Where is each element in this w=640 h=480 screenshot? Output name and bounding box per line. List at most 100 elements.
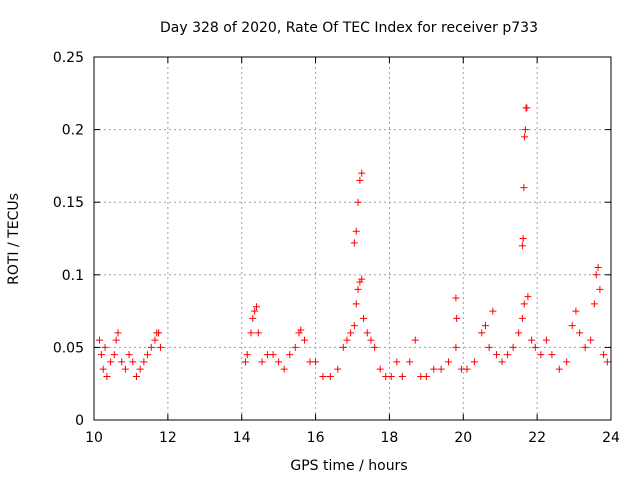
data-point — [576, 329, 584, 337]
data-point — [347, 329, 355, 337]
data-point — [542, 336, 550, 344]
data-point — [114, 329, 122, 337]
data-point — [363, 329, 371, 337]
data-point — [515, 329, 523, 337]
plot-frame — [93, 56, 612, 421]
data-point — [249, 314, 257, 322]
data-point — [275, 358, 283, 366]
data-point — [97, 351, 105, 359]
data-point — [498, 358, 506, 366]
data-point — [96, 336, 104, 344]
data-point — [398, 372, 406, 380]
data-point — [291, 343, 299, 351]
data-point — [350, 239, 358, 247]
data-point — [376, 365, 384, 373]
data-point — [592, 271, 600, 279]
data-point — [112, 336, 120, 344]
data-point — [151, 336, 159, 344]
data-point — [594, 264, 602, 272]
data-point — [524, 293, 532, 301]
data-point — [521, 126, 529, 134]
data-point — [297, 326, 305, 334]
data-point — [581, 343, 589, 351]
data-point — [252, 303, 260, 311]
y-tick-label: 0.05 — [53, 340, 84, 356]
data-point — [463, 365, 471, 373]
data-point — [504, 351, 512, 359]
data-point — [350, 322, 358, 330]
data-point — [254, 329, 262, 337]
data-point — [596, 285, 604, 293]
y-tick-label: 0.1 — [62, 268, 84, 284]
x-tick-label: 14 — [233, 430, 251, 446]
y-tick-label: 0.15 — [53, 195, 84, 211]
data-point — [406, 358, 414, 366]
data-point — [422, 372, 430, 380]
data-point — [118, 358, 126, 366]
data-point — [121, 365, 129, 373]
data-point — [430, 365, 438, 373]
data-point — [334, 365, 342, 373]
x-tick-label: 16 — [307, 430, 325, 446]
data-point — [339, 343, 347, 351]
data-point — [352, 300, 360, 308]
data-point — [125, 351, 133, 359]
data-point — [312, 358, 320, 366]
data-point — [572, 307, 580, 315]
data-point — [509, 343, 517, 351]
x-tick-label: 22 — [528, 430, 546, 446]
data-point — [129, 358, 137, 366]
data-point — [393, 358, 401, 366]
data-point — [140, 358, 148, 366]
chart-title: Day 328 of 2020, Rate Of TEC Index for r… — [160, 20, 538, 36]
data-point — [144, 351, 152, 359]
x-axis-label: GPS time / hours — [290, 458, 407, 474]
data-point — [354, 285, 362, 293]
data-point — [103, 372, 111, 380]
data-point — [518, 314, 526, 322]
data-point — [358, 275, 366, 283]
data-point — [452, 343, 460, 351]
x-tick-label: 24 — [602, 430, 620, 446]
data-point — [280, 365, 288, 373]
data-point — [107, 358, 115, 366]
x-tick-label: 20 — [454, 430, 472, 446]
data-point — [555, 365, 563, 373]
data-point — [352, 227, 360, 235]
data-point — [531, 343, 539, 351]
data-point — [590, 300, 598, 308]
data-point — [110, 351, 118, 359]
data-point — [520, 184, 528, 192]
data-point — [132, 372, 140, 380]
data-point — [485, 343, 493, 351]
points-layer — [96, 104, 611, 380]
ticks-layer: 10 12 14 16 18 20 22 24 0 0.05 0.1 0.15 0.2 0.25 — [53, 50, 620, 446]
data-point — [371, 343, 379, 351]
data-point — [367, 336, 375, 344]
data-point — [343, 336, 351, 344]
data-point — [99, 365, 107, 373]
data-point — [489, 307, 497, 315]
data-point — [603, 358, 611, 366]
data-point — [587, 336, 595, 344]
data-point — [520, 300, 528, 308]
data-point — [358, 169, 366, 177]
data-point — [445, 358, 453, 366]
data-point — [600, 351, 608, 359]
data-point — [101, 343, 109, 351]
data-point — [243, 351, 251, 359]
data-point — [247, 329, 255, 337]
data-point — [241, 358, 249, 366]
y-tick-label: 0.25 — [53, 50, 84, 66]
data-point — [269, 351, 277, 359]
data-point — [258, 358, 266, 366]
data-point — [453, 314, 461, 322]
data-point — [319, 372, 327, 380]
data-point — [136, 365, 144, 373]
x-tick-label: 18 — [381, 430, 399, 446]
data-point — [548, 351, 556, 359]
data-point — [568, 322, 576, 330]
data-point — [360, 314, 368, 322]
data-point — [528, 336, 536, 344]
